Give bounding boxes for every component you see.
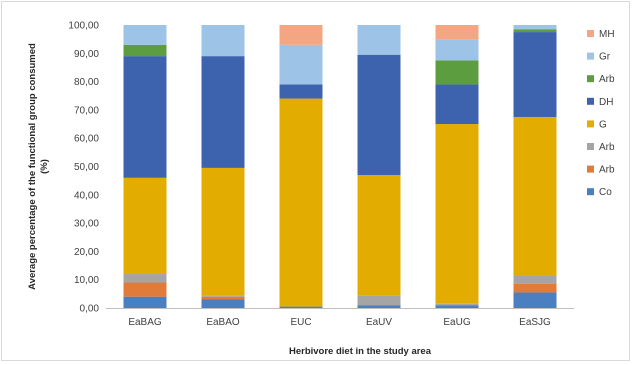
legend-swatch [587, 97, 594, 105]
bar-segment [357, 174, 401, 296]
y-tick-label: 60,00 [74, 134, 99, 145]
x-tick-label: EUC [290, 317, 311, 328]
bar-segment [513, 275, 557, 284]
bar-segment [513, 116, 557, 276]
bar-segment [201, 56, 245, 168]
bar-segment [201, 299, 245, 308]
bar-segment [123, 44, 167, 57]
legend-label: DH [599, 97, 613, 108]
y-tick-label: 30,00 [74, 219, 99, 230]
legend-label: Gr [599, 52, 611, 63]
legend-label: MH [599, 29, 615, 40]
y-tick-label: 20,00 [74, 247, 99, 258]
y-tick-label: 10,00 [74, 275, 99, 286]
bar-segment [357, 25, 401, 55]
legend-swatch [587, 52, 594, 60]
bar-segment [435, 25, 479, 40]
bar-segment [123, 274, 167, 283]
bar-segment [435, 303, 479, 306]
legend-swatch [587, 30, 594, 37]
bar-segment [435, 124, 479, 304]
y-tick-label: 50,00 [74, 162, 99, 173]
bar-segment [201, 25, 245, 57]
bar-segment [123, 56, 167, 178]
x-tick-label: EaSJG [519, 317, 551, 328]
legend-swatch [587, 143, 594, 150]
y-tick-label: 0,00 [80, 304, 100, 315]
y-tick-label: 90,00 [74, 49, 99, 60]
bar-segment [201, 296, 245, 300]
y-tick-label: 40,00 [74, 190, 99, 201]
bar-segment [435, 60, 479, 85]
bar-segment [123, 296, 167, 308]
x-tick-label: EaBAO [206, 317, 240, 328]
bar-segment [357, 54, 401, 175]
y-axis-ticks: 0,00 10,00 20,00 30,00 40,00 50,00 60,00 70,00 8… [68, 21, 99, 315]
y-axis-title-line: (%) [39, 159, 50, 174]
legend-swatch [587, 75, 594, 83]
bar-segment [279, 98, 323, 307]
bar-segment [513, 283, 557, 293]
bar-segment [123, 282, 167, 297]
bar-segment [513, 29, 557, 33]
bars [123, 25, 557, 308]
x-tick-label: EaUV [366, 317, 392, 328]
legend-swatch [587, 188, 594, 196]
y-tick-label: 70,00 [74, 105, 99, 116]
legend-label: G [599, 119, 607, 130]
y-tick-label: 80,00 [74, 77, 99, 88]
legend-label: Co [599, 187, 612, 198]
bar-segment [513, 25, 557, 30]
bar-segment [513, 292, 557, 308]
y-tick-label: 100,00 [68, 21, 99, 32]
legend-label: Arb [599, 74, 615, 85]
legend-label: Arb [599, 142, 615, 153]
legend: MH Gr Arb DH G Arb Arb Co [587, 29, 615, 198]
bar-segment [201, 167, 245, 296]
x-tick-label: EaBAG [128, 317, 162, 328]
bar-segment [357, 305, 401, 308]
legend-swatch [587, 120, 594, 128]
bar-segment [357, 295, 401, 306]
x-axis-title: Herbivore diet in the study area [289, 346, 432, 357]
stacked-bar-chart: Average percentage of the functional gro… [27, 21, 615, 358]
bar-segment [513, 32, 557, 117]
y-axis-title-line: Average percentage of the functional gro… [27, 43, 38, 290]
bar-segment [123, 177, 167, 275]
bar-segment [279, 84, 323, 99]
bar-segment [435, 84, 479, 125]
legend-label: Arb [599, 165, 615, 176]
x-tick-label: EaUG [443, 317, 470, 328]
bar-segment [201, 295, 245, 297]
bar-segment [279, 44, 323, 85]
legend-swatch [587, 165, 594, 173]
bar-segment [279, 25, 323, 45]
y-axis-title: Average percentage of the functional gro… [27, 43, 50, 290]
x-axis-ticks: EaBAG EaBAO EUC EaUV EaUG EaSJG [128, 317, 551, 328]
bar-segment [435, 305, 479, 308]
bar-segment [123, 25, 167, 45]
bar-segment [279, 306, 323, 308]
bar-segment [435, 39, 479, 61]
